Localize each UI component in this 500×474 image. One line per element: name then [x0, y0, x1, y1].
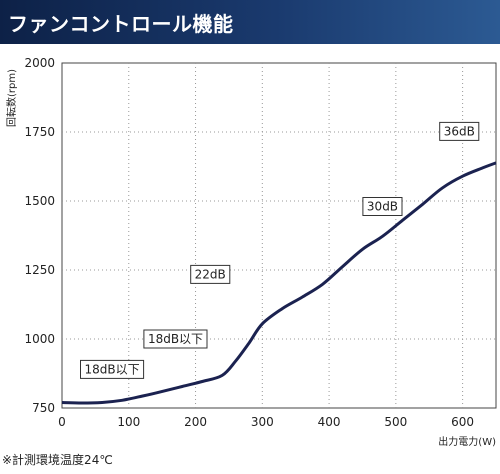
- x-tick-label: 400: [318, 415, 341, 429]
- noise-label-box: [439, 121, 480, 141]
- noise-label-text: 22dB: [195, 267, 226, 281]
- y-tick-label: 1250: [24, 263, 55, 277]
- header-banner: ファンコントロール機能: [0, 0, 500, 44]
- noise-label-text: 36dB: [444, 124, 475, 138]
- y-tick-label: 1750: [24, 125, 55, 139]
- x-tick-label: 100: [117, 415, 140, 429]
- y-tick-label: 750: [32, 401, 55, 415]
- x-tick-label: 200: [184, 415, 207, 429]
- noise-label-text: 18dB以下: [85, 362, 140, 376]
- noise-level-label: 36dB: [439, 121, 480, 141]
- x-tick-label: 300: [251, 415, 274, 429]
- x-tick-label: 600: [451, 415, 474, 429]
- x-tick-label: 500: [384, 415, 407, 429]
- noise-level-label: 22dB: [190, 264, 231, 284]
- y-axis-label: 回転数(rpm): [5, 69, 18, 127]
- noise-level-label: 18dB以下: [80, 359, 145, 379]
- page-title: ファンコントロール機能: [8, 12, 234, 36]
- y-tick-label: 2000: [24, 56, 55, 70]
- x-axis-ticks: 0 100 200 300 400 500 600: [58, 415, 474, 429]
- noise-label-box: [362, 197, 403, 216]
- noise-label-box: [190, 264, 231, 284]
- fan-speed-line: [61, 161, 497, 405]
- noise-label-box: [80, 359, 145, 379]
- plot-area: [61, 62, 497, 409]
- noise-label-box: [143, 329, 208, 349]
- grid-lines: [62, 63, 496, 408]
- noise-level-labels: 18dB以下 18dB以下 22dB 30dB 36dB: [80, 121, 480, 379]
- y-tick-label: 1000: [24, 332, 55, 346]
- y-axis-ticks: 750 1000 1250 1500 1750 2000: [24, 56, 55, 415]
- noise-label-text: 18dB以下: [148, 332, 203, 346]
- measurement-note: ※計測環境温度24℃: [2, 453, 113, 467]
- noise-label-text: 30dB: [367, 200, 398, 214]
- x-tick-label: 0: [58, 415, 66, 429]
- y-tick-label: 1500: [24, 194, 55, 208]
- noise-level-label: 18dB以下: [143, 329, 208, 349]
- x-axis-label: 出力電力(W): [438, 435, 496, 448]
- noise-level-label: 30dB: [362, 197, 403, 216]
